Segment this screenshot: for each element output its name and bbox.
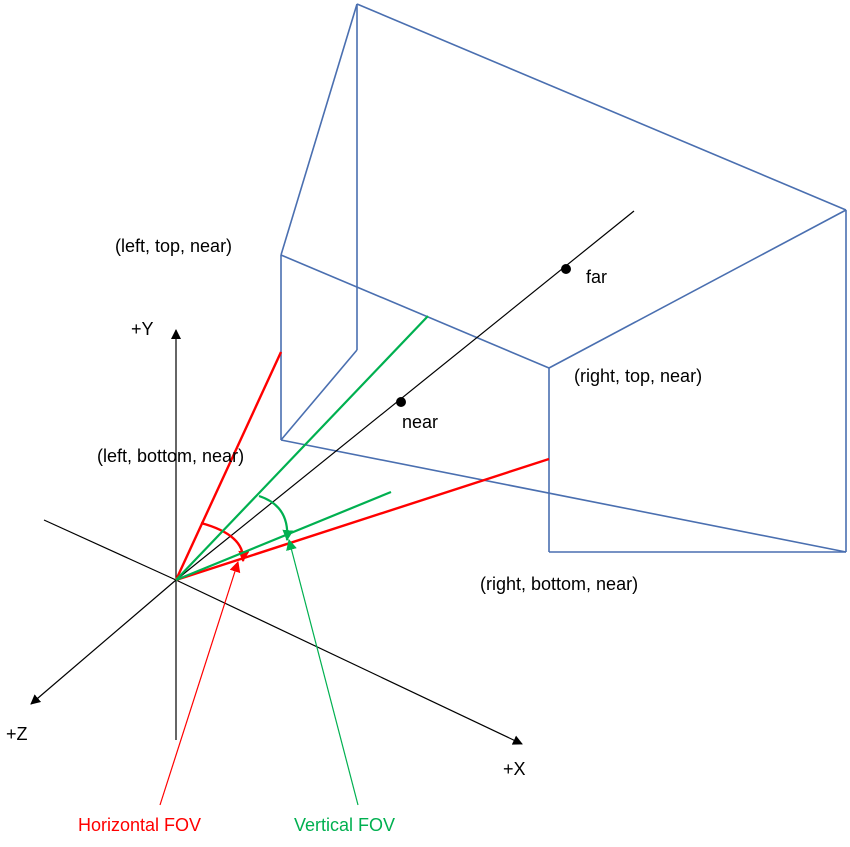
horizontal-fov-top-line (174, 351, 283, 581)
horizontal-fov-lines (174, 351, 550, 582)
horizontal-fov-bottom-line (175, 457, 550, 582)
horizontal-fov-arc (200, 521, 250, 563)
frustum-top-left-edge (280, 3, 358, 256)
axes (30, 210, 635, 745)
horizontal-fov-pointer (159, 560, 241, 806)
label-left-bottom-near: (left, bottom, near) (97, 446, 244, 466)
far-plane-top-edge (356, 3, 847, 211)
vertical-fov-top-line (175, 315, 429, 581)
view-direction-line (175, 210, 635, 581)
label-horizontal-fov: Horizontal FOV (78, 815, 201, 835)
far-point (561, 264, 571, 274)
near-plane-top-edge (280, 254, 550, 369)
label-left-top-near: (left, top, near) (115, 236, 232, 256)
vertical-fov-pointer (286, 538, 359, 806)
z-axis-line (43, 519, 177, 581)
label-axis-y: +Y (131, 319, 154, 339)
label-axis-z: +Z (6, 724, 28, 744)
x-axis (175, 579, 523, 745)
vertical-fov-lines (175, 315, 429, 582)
near-plane-bottom-edge (280, 439, 847, 553)
z-axis-negative (30, 579, 177, 705)
frustum (280, 3, 847, 553)
label-axis-x: +X (503, 759, 526, 779)
z-axis (30, 518, 44, 704)
vertical-fov-arc (258, 494, 294, 542)
label-right-top-near: (right, top, near) (574, 366, 702, 386)
near-point (396, 397, 406, 407)
frustum-bottom-left-edge (280, 349, 358, 441)
label-near: near (402, 412, 438, 432)
vertical-fov-bottom-line (175, 490, 392, 582)
label-right-bottom-near: (right, bottom, near) (480, 574, 638, 594)
label-vertical-fov: Vertical FOV (294, 815, 395, 835)
label-pointers (159, 538, 359, 806)
frustum-top-right-edge (548, 209, 847, 369)
label-far: far (586, 267, 607, 287)
